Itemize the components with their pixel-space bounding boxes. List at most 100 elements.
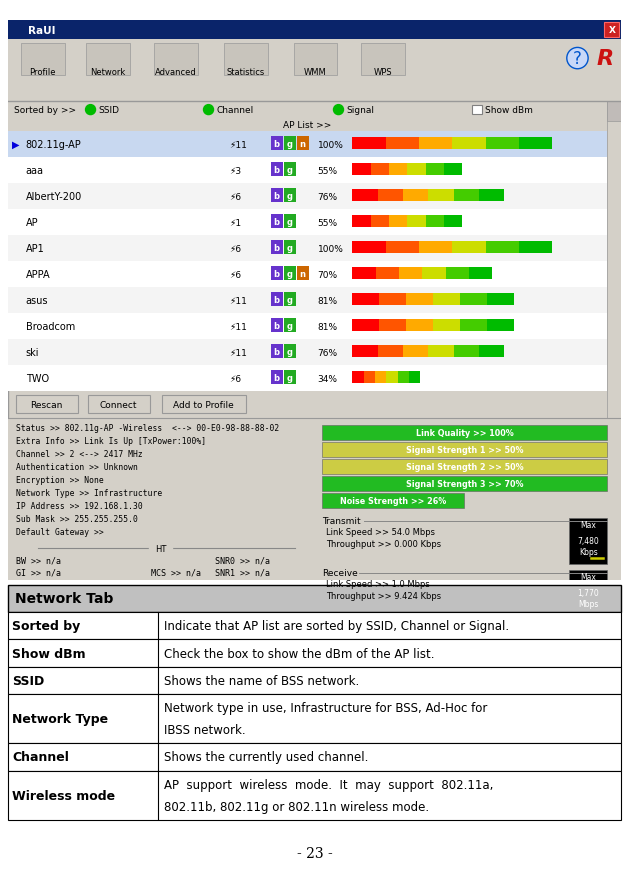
Bar bbox=[284, 137, 296, 151]
Bar bbox=[352, 346, 378, 358]
Bar bbox=[270, 345, 282, 359]
Text: AP1: AP1 bbox=[26, 244, 44, 253]
Text: AlbertY-200: AlbertY-200 bbox=[26, 192, 82, 202]
Text: Network type in use, Infrastructure for BSS, Ad-Hoc for: Network type in use, Infrastructure for … bbox=[164, 702, 487, 715]
Text: g: g bbox=[286, 269, 292, 278]
Text: 70%: 70% bbox=[318, 270, 338, 280]
Text: GI >> n/a: GI >> n/a bbox=[16, 568, 60, 577]
Text: - 23 -: - 23 - bbox=[297, 846, 332, 859]
Bar bbox=[460, 294, 487, 306]
Text: b: b bbox=[274, 243, 279, 253]
Text: ⚡11: ⚡11 bbox=[230, 322, 247, 332]
Text: Statistics: Statistics bbox=[226, 68, 265, 77]
Bar bbox=[352, 190, 378, 202]
Text: Profile: Profile bbox=[30, 68, 56, 77]
Text: Channel: Channel bbox=[216, 106, 253, 115]
Text: asus: asus bbox=[26, 296, 48, 306]
Text: Sorted by >>: Sorted by >> bbox=[14, 106, 75, 115]
Bar bbox=[519, 138, 552, 150]
Bar bbox=[379, 294, 406, 306]
Bar bbox=[371, 164, 389, 176]
Text: SNR0 >> n/a: SNR0 >> n/a bbox=[214, 556, 269, 565]
Text: 802.11b, 802.11g or 802.11n wireless mode.: 802.11b, 802.11g or 802.11n wireless mod… bbox=[164, 800, 429, 813]
Bar bbox=[8, 744, 621, 771]
Bar bbox=[364, 372, 375, 384]
Text: Encryption >> None: Encryption >> None bbox=[16, 475, 103, 484]
Bar bbox=[86, 44, 130, 76]
Bar bbox=[270, 267, 282, 281]
Text: Sorted by: Sorted by bbox=[13, 619, 81, 632]
Bar bbox=[460, 320, 487, 332]
Bar bbox=[8, 695, 621, 744]
Text: AP List >>: AP List >> bbox=[283, 121, 331, 130]
Text: ⚡6: ⚡6 bbox=[230, 270, 242, 280]
Text: g: g bbox=[286, 243, 292, 253]
Bar bbox=[352, 294, 379, 306]
Bar bbox=[486, 242, 519, 253]
Text: Max: Max bbox=[581, 572, 596, 581]
Text: g: g bbox=[286, 374, 292, 382]
Bar bbox=[398, 372, 409, 384]
Text: Default Gateway >>: Default Gateway >> bbox=[16, 527, 103, 536]
Text: Mbps: Mbps bbox=[578, 599, 599, 608]
Bar bbox=[519, 242, 552, 253]
Text: Shows the name of BSS network.: Shows the name of BSS network. bbox=[164, 674, 359, 687]
Bar bbox=[386, 138, 419, 150]
Bar bbox=[270, 241, 282, 255]
Text: Network Type >> Infrastructure: Network Type >> Infrastructure bbox=[16, 488, 162, 497]
Text: ⚡6: ⚡6 bbox=[230, 374, 242, 383]
Bar bbox=[419, 242, 452, 253]
Bar bbox=[284, 319, 296, 332]
Bar bbox=[323, 460, 608, 474]
Text: Add to Profile: Add to Profile bbox=[173, 400, 234, 410]
Bar bbox=[454, 346, 479, 358]
Text: Kbps: Kbps bbox=[579, 547, 598, 556]
Text: g: g bbox=[286, 217, 292, 226]
Text: APPA: APPA bbox=[26, 270, 50, 280]
Bar bbox=[608, 102, 621, 122]
Bar bbox=[8, 771, 621, 820]
Text: 7,480: 7,480 bbox=[577, 536, 599, 545]
Bar bbox=[162, 396, 245, 414]
Text: Network Tab: Network Tab bbox=[15, 592, 113, 606]
Text: R: R bbox=[597, 49, 614, 69]
Text: Receive: Receive bbox=[323, 568, 359, 578]
Text: Wireless mode: Wireless mode bbox=[13, 789, 116, 802]
Text: 81%: 81% bbox=[318, 296, 338, 305]
Text: Link Quality >> 100%: Link Quality >> 100% bbox=[416, 429, 514, 438]
Bar bbox=[386, 242, 419, 253]
Bar bbox=[8, 21, 621, 40]
Bar bbox=[446, 267, 469, 280]
Bar bbox=[428, 190, 454, 202]
Bar bbox=[8, 132, 608, 158]
Text: Show dBm: Show dBm bbox=[486, 106, 533, 115]
Text: 76%: 76% bbox=[318, 192, 338, 202]
Text: Throughput >> 9.424 Kbps: Throughput >> 9.424 Kbps bbox=[326, 591, 442, 600]
Text: BW >> n/a: BW >> n/a bbox=[16, 556, 60, 565]
Text: WPS: WPS bbox=[374, 68, 392, 77]
Bar bbox=[569, 518, 608, 565]
Bar bbox=[270, 163, 282, 177]
Text: Connect: Connect bbox=[100, 400, 137, 410]
Bar bbox=[270, 293, 282, 307]
Text: HT: HT bbox=[155, 544, 166, 553]
Text: ⚡1: ⚡1 bbox=[230, 218, 242, 227]
Bar bbox=[409, 372, 420, 384]
Bar bbox=[608, 102, 621, 536]
Text: g: g bbox=[286, 296, 292, 304]
Bar bbox=[8, 102, 621, 119]
Bar bbox=[296, 267, 308, 281]
Bar bbox=[284, 371, 296, 385]
Bar bbox=[444, 216, 462, 228]
Text: Link Speed >> 54.0 Mbps: Link Speed >> 54.0 Mbps bbox=[326, 527, 435, 536]
Bar bbox=[284, 189, 296, 203]
Bar bbox=[469, 267, 493, 280]
Bar bbox=[8, 40, 621, 102]
Text: WMM: WMM bbox=[304, 68, 327, 77]
Bar bbox=[352, 164, 371, 176]
Bar bbox=[479, 346, 504, 358]
Bar bbox=[270, 215, 282, 229]
Text: AP: AP bbox=[26, 217, 38, 228]
Text: RaUI: RaUI bbox=[28, 25, 55, 36]
Bar bbox=[8, 119, 608, 132]
